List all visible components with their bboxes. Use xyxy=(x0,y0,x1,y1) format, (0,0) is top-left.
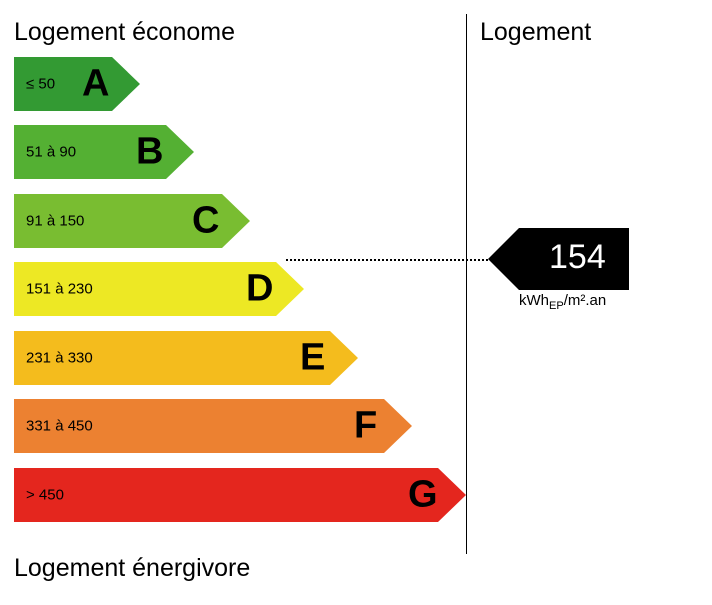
title-efficient: Logement économe xyxy=(14,18,235,47)
bar-range: > 450 xyxy=(26,487,64,504)
bar-range: 151 à 230 xyxy=(26,281,93,298)
indicator-dotted-line xyxy=(286,259,488,261)
bar-letter: A xyxy=(82,63,109,106)
energy-bar-g: > 450 G xyxy=(14,468,466,522)
title-inefficient: Logement énergivore xyxy=(14,554,250,583)
energy-bar-c: 91 à 150 C xyxy=(14,194,250,248)
bar-body xyxy=(14,468,438,522)
bar-letter: E xyxy=(300,337,325,380)
bar-range: 231 à 330 xyxy=(26,350,93,367)
energy-bar-a: ≤ 50 A xyxy=(14,57,140,111)
energy-bar-f: 331 à 450 F xyxy=(14,399,412,453)
energy-bar-e: 231 à 330 E xyxy=(14,331,358,385)
bar-arrow-icon xyxy=(112,57,140,111)
vertical-divider xyxy=(466,14,467,554)
indicator-unit: kWhEP/m².an xyxy=(519,292,606,312)
bar-range: 331 à 450 xyxy=(26,418,93,435)
bar-range: 91 à 150 xyxy=(26,213,84,230)
bar-arrow-icon xyxy=(384,399,412,453)
bar-letter: B xyxy=(136,131,163,174)
bar-letter: D xyxy=(246,268,273,311)
title-housing: Logement xyxy=(480,18,591,47)
bar-range: ≤ 50 xyxy=(26,76,55,93)
bar-arrow-icon xyxy=(438,468,466,522)
energy-bar-d: 151 à 230 D xyxy=(14,262,304,316)
indicator-body: 154 xyxy=(519,228,629,290)
indicator-value: 154 xyxy=(549,238,606,277)
bar-range: 51 à 90 xyxy=(26,144,76,161)
bar-letter: F xyxy=(354,405,377,448)
bar-arrow-icon xyxy=(222,194,250,248)
energy-bar-b: 51 à 90 B xyxy=(14,125,194,179)
bar-letter: G xyxy=(408,474,438,517)
indicator-arrow-icon xyxy=(488,228,519,290)
bar-arrow-icon xyxy=(166,125,194,179)
bar-letter: C xyxy=(192,200,219,243)
bar-arrow-icon xyxy=(330,331,358,385)
bar-arrow-icon xyxy=(276,262,304,316)
energy-label-diagram: Logement économe Logement ≤ 50 A 51 à 90 B 9… xyxy=(0,0,712,605)
